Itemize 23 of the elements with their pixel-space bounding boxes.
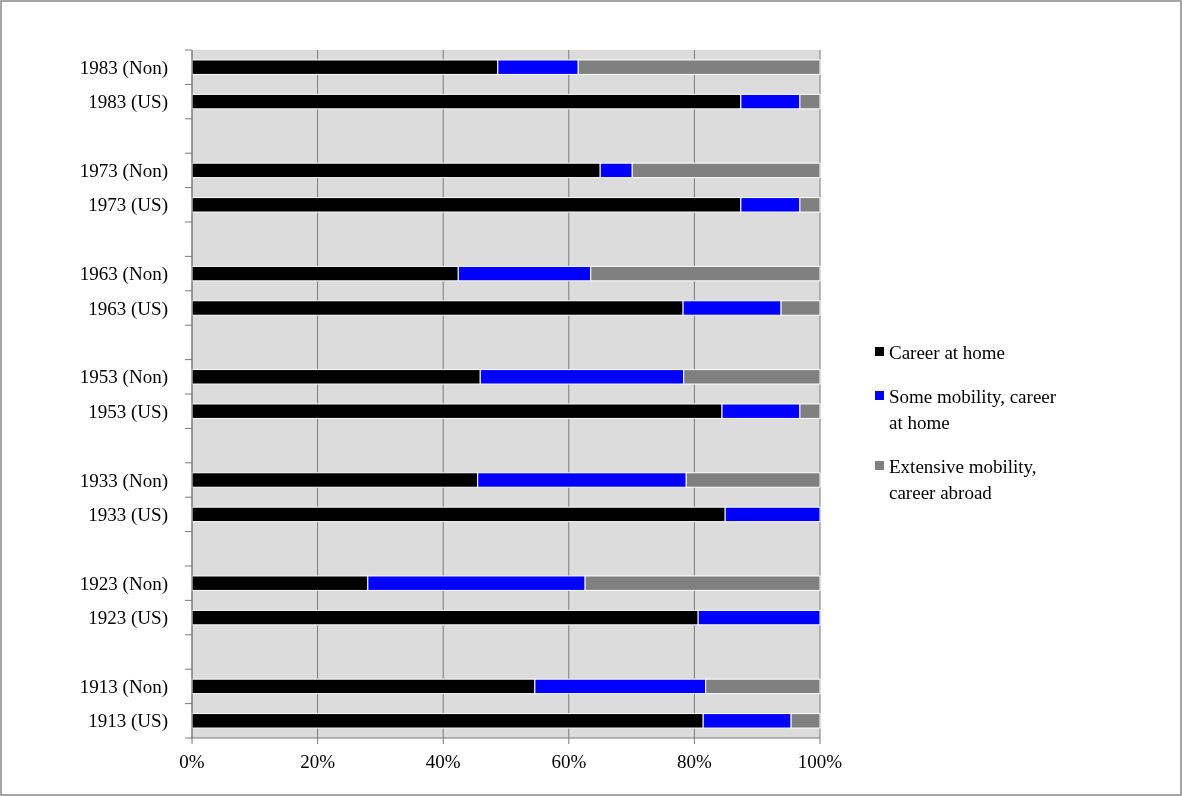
y-tick-label: 1983 (Non) [79,56,168,79]
x-tick-label: 60% [551,751,587,772]
x-tick-label: 80% [676,751,712,772]
legend-label: Extensive mobility, career abroad [889,455,1037,503]
y-tick-label: 1973 (Non) [79,159,168,182]
y-tick-label: 1953 (Non) [79,366,168,389]
y-tick-label: 1913 (US) [88,710,168,733]
y-tick-label: 1933 (US) [88,503,168,526]
y-tick-label: 1933 (Non) [79,469,168,492]
y-tick-label: 1953 (US) [88,400,168,423]
x-tick-label: 20% [300,751,336,772]
y-tick-label: 1963 (US) [88,297,168,320]
legend-label: Career at home [889,341,1006,363]
legend-label: Some mobility, career at home [889,385,1057,433]
x-tick-label: 40% [425,751,461,772]
y-tick-label: 1923 (US) [88,607,168,630]
y-tick-label: 1973 (US) [88,194,168,217]
y-tick-label: 1963 (Non) [79,263,168,286]
y-tick-label: 1913 (Non) [79,675,168,698]
y-tick-label: 1983 (US) [88,91,168,114]
y-tick-label: 1923 (Non) [79,572,168,595]
x-tick-label: 0% [179,751,205,772]
x-tick-label: 100% [797,751,843,772]
